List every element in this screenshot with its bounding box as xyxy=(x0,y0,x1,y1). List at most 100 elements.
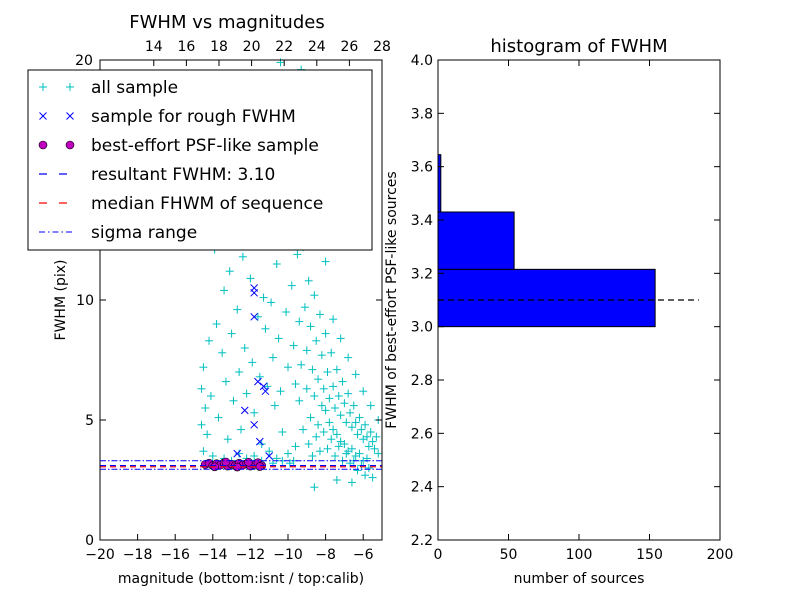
rough-fwhm-point-b xyxy=(250,312,259,321)
all-sample-point xyxy=(321,329,330,338)
rough-fwhm-point xyxy=(261,387,270,396)
all-sample-point xyxy=(361,471,370,480)
all-sample-point xyxy=(261,324,270,333)
y-tick-label: 5 xyxy=(85,413,94,429)
hist-y-tick-label: 3.2 xyxy=(411,266,433,282)
rough-fwhm-point-b xyxy=(233,449,242,458)
all-sample-point xyxy=(282,308,291,316)
reference-lines xyxy=(100,460,382,470)
rough-fwhm-point xyxy=(259,382,268,391)
all-sample-point xyxy=(197,384,206,393)
all-sample-point xyxy=(317,401,326,410)
all-sample-point xyxy=(270,401,279,410)
all-sample-point xyxy=(223,435,232,444)
hist-x-tick-label: 0 xyxy=(434,547,443,563)
all-sample-point xyxy=(291,380,300,388)
legend-label-all-sample: all sample xyxy=(91,78,178,98)
all-sample-point xyxy=(302,346,311,355)
all-sample-point xyxy=(342,449,351,458)
rough-fwhm-point-b xyxy=(259,382,268,391)
all-sample-point xyxy=(203,430,212,439)
all-sample-point xyxy=(276,387,285,396)
hist-y-tick-label: 3.4 xyxy=(411,213,433,229)
all-sample-point xyxy=(331,452,339,460)
all-sample-point xyxy=(362,432,371,441)
top-x-tick-label: 16 xyxy=(177,39,195,55)
rough-fwhm-point-b xyxy=(254,377,262,386)
all-sample-point xyxy=(310,291,319,300)
all-sample-point xyxy=(327,435,336,444)
all-sample-point xyxy=(308,452,317,460)
hist-y-tick-label: 2.6 xyxy=(411,426,433,442)
all-sample-point xyxy=(347,423,356,432)
all-sample-point xyxy=(325,418,334,427)
all-sample-point xyxy=(334,392,343,400)
all-sample-point xyxy=(306,322,315,331)
all-sample-point xyxy=(205,336,214,345)
hist-y-tick-label: 3.6 xyxy=(411,160,433,176)
all-sample-point xyxy=(347,444,356,453)
all-sample-point xyxy=(370,444,379,453)
all-sample-point xyxy=(272,260,281,268)
rough-fwhm-point-b xyxy=(265,452,274,460)
rough-fwhm-point-b xyxy=(261,387,270,396)
all-sample-point xyxy=(208,452,217,460)
all-sample-point xyxy=(340,440,349,448)
x-tick-label: −14 xyxy=(198,547,228,563)
all-sample-point xyxy=(359,387,368,396)
histogram-x-axis-label: number of sources xyxy=(514,571,645,587)
all-sample-point xyxy=(235,368,244,376)
all-sample-point xyxy=(297,360,306,369)
all-sample-point xyxy=(374,449,383,458)
histogram-ticks: 0 50 100 150 200 2.2 2.4 2.6 2.8 3.0 3.2 3.4 3.6 3.8 4… xyxy=(411,53,734,563)
all-sample-point xyxy=(310,483,319,492)
all-sample-point xyxy=(299,425,308,434)
y-tick-label: 10 xyxy=(76,293,94,309)
rough-fwhm-point-b xyxy=(250,288,259,297)
all-sample-point xyxy=(268,353,277,362)
all-sample-point xyxy=(323,368,332,376)
legend-handle-plus xyxy=(66,83,74,91)
all-sample-point xyxy=(214,413,223,422)
rough-fwhm-point-b xyxy=(240,406,249,415)
all-sample-point xyxy=(206,392,215,400)
rough-fwhm-point xyxy=(250,420,259,429)
histogram-bars xyxy=(437,154,656,328)
hist-y-tick-label: 3.8 xyxy=(411,106,433,122)
legend-handle-cross xyxy=(39,112,47,120)
all-sample-point xyxy=(250,452,259,460)
all-sample-point xyxy=(366,401,375,410)
all-sample-point xyxy=(233,305,242,314)
hist-y-tick-label: 3.0 xyxy=(411,320,433,336)
all-sample-point xyxy=(332,476,341,484)
legend-handle-cross xyxy=(66,112,74,120)
rough-fwhm-point xyxy=(250,312,259,321)
all-sample-point xyxy=(331,404,339,412)
all-sample-point xyxy=(340,399,349,408)
all-sample-point xyxy=(329,425,338,434)
all-sample-point xyxy=(342,418,351,427)
all-sample-point xyxy=(259,293,268,302)
all-sample-point xyxy=(346,408,355,417)
all-sample-point xyxy=(302,384,311,393)
legend-box xyxy=(27,69,373,251)
scatter-top-corner-label: 20 xyxy=(75,53,93,69)
all-sample-point xyxy=(336,411,345,420)
all-sample-point xyxy=(227,329,236,338)
top-x-tick-label: 20 xyxy=(243,39,261,55)
all-sample-point xyxy=(199,363,208,372)
all-sample-point xyxy=(321,406,330,415)
all-sample-point xyxy=(319,428,328,436)
scatter-ticks: −20 −18 −16 −14 −12 −10 −8 −6 0 5 10 14 16 18 20 22 24 26… xyxy=(76,39,391,563)
psf-like-point xyxy=(244,457,253,467)
all-sample-point xyxy=(225,267,234,276)
all-sample-point xyxy=(253,312,262,321)
scatter-y-axis-label: FWHM (pix) xyxy=(53,260,69,341)
legend-label-resultant-fwhm: resultant FWHM: 3.10 xyxy=(91,165,275,185)
top-x-tick-label: 28 xyxy=(373,39,391,55)
all-sample-point xyxy=(357,425,366,434)
legend-label-median-fwhm: median FHWM of sequence xyxy=(91,194,323,214)
all-sample-point xyxy=(235,449,244,458)
all-sample-point xyxy=(325,394,334,403)
all-sample-point xyxy=(327,348,336,357)
